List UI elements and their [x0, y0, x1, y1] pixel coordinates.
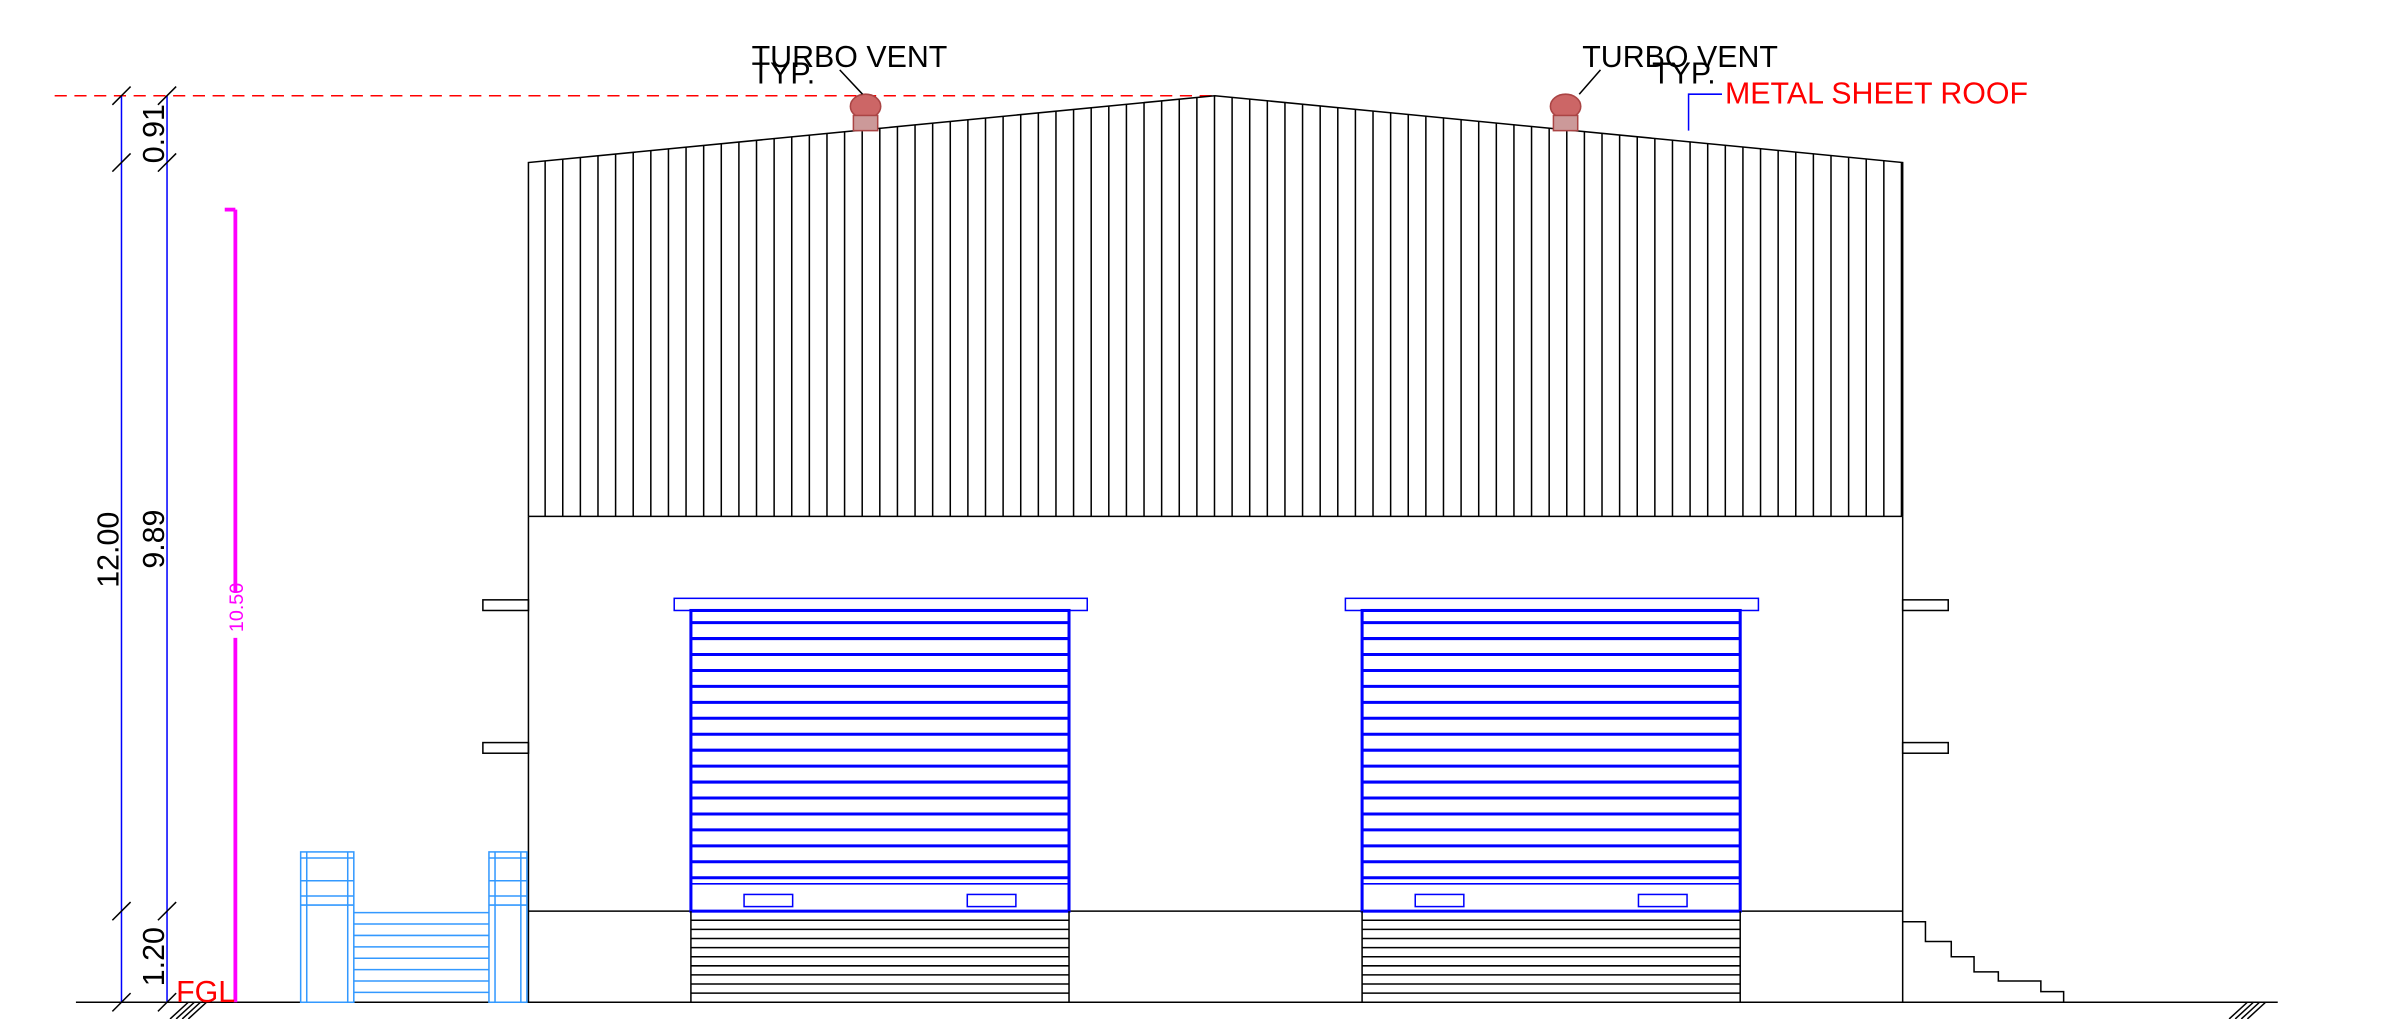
bracket — [483, 600, 529, 611]
page: TURBO VENT TYP. TURBO VENT TYP. METAL SH… — [0, 0, 2381, 1019]
typ-label: TYP. — [1652, 58, 1716, 91]
roof-label: METAL SHEET ROOF — [1725, 77, 2028, 110]
vent-base — [853, 115, 877, 130]
dim-clear: 10.50 — [226, 583, 248, 632]
geometry — [55, 70, 2278, 1019]
dim-wall: 9.89 — [138, 510, 171, 569]
dim-plinth: 1.20 — [138, 927, 171, 986]
typ-label: TYP. — [752, 58, 816, 91]
leader — [1689, 94, 1722, 130]
door-header — [1345, 598, 1758, 610]
ground-label: FGL — [176, 976, 235, 1009]
steps — [1903, 922, 2064, 1002]
ladder — [301, 852, 354, 1002]
bracket — [483, 743, 529, 754]
shutter-handle — [744, 894, 793, 906]
shutter-handle — [1415, 894, 1464, 906]
vent-base — [1553, 115, 1577, 130]
shutter-handle — [967, 894, 1016, 906]
bracket — [1903, 743, 1949, 754]
shutter-handle — [1638, 894, 1687, 906]
roof-outline — [528, 96, 1902, 517]
bracket — [1903, 600, 1949, 611]
door-header — [674, 598, 1087, 610]
dim-total: 12.00 — [92, 512, 125, 588]
dim-roof-rise: 0.91 — [138, 104, 171, 163]
elevation-drawing: TURBO VENT TYP. TURBO VENT TYP. METAL SH… — [0, 0, 2381, 1019]
